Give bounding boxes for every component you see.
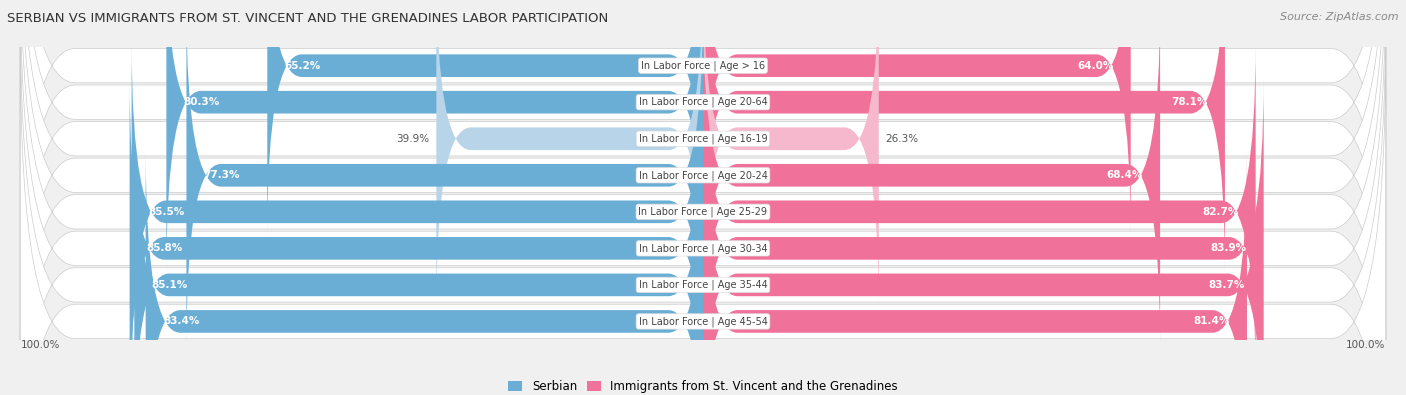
FancyBboxPatch shape xyxy=(703,77,1264,395)
Text: In Labor Force | Age 25-29: In Labor Force | Age 25-29 xyxy=(638,207,768,217)
FancyBboxPatch shape xyxy=(703,0,1130,237)
Text: SERBIAN VS IMMIGRANTS FROM ST. VINCENT AND THE GRENADINES LABOR PARTICIPATION: SERBIAN VS IMMIGRANTS FROM ST. VINCENT A… xyxy=(7,12,609,25)
Text: 68.4%: 68.4% xyxy=(1107,170,1143,180)
Text: 82.7%: 82.7% xyxy=(1202,207,1239,217)
FancyBboxPatch shape xyxy=(703,113,1263,395)
Text: 26.3%: 26.3% xyxy=(886,134,918,144)
FancyBboxPatch shape xyxy=(20,0,1386,395)
FancyBboxPatch shape xyxy=(20,0,1386,377)
FancyBboxPatch shape xyxy=(146,150,703,395)
Text: 77.3%: 77.3% xyxy=(204,170,240,180)
FancyBboxPatch shape xyxy=(436,0,703,310)
FancyBboxPatch shape xyxy=(20,46,1386,395)
Text: In Labor Force | Age 20-24: In Labor Force | Age 20-24 xyxy=(638,170,768,181)
Text: In Labor Force | Age 20-64: In Labor Force | Age 20-64 xyxy=(638,97,768,107)
FancyBboxPatch shape xyxy=(703,0,1225,274)
Text: In Labor Force | Age 45-54: In Labor Force | Age 45-54 xyxy=(638,316,768,327)
FancyBboxPatch shape xyxy=(20,10,1386,395)
Text: 78.1%: 78.1% xyxy=(1171,97,1208,107)
FancyBboxPatch shape xyxy=(703,4,1160,347)
FancyBboxPatch shape xyxy=(267,0,703,237)
Text: 80.3%: 80.3% xyxy=(184,97,219,107)
Text: In Labor Force | Age > 16: In Labor Force | Age > 16 xyxy=(641,60,765,71)
Text: 65.2%: 65.2% xyxy=(284,61,321,71)
Text: 100.0%: 100.0% xyxy=(1346,340,1385,350)
Text: 83.9%: 83.9% xyxy=(1211,243,1247,253)
Legend: Serbian, Immigrants from St. Vincent and the Grenadines: Serbian, Immigrants from St. Vincent and… xyxy=(503,376,903,395)
FancyBboxPatch shape xyxy=(703,0,879,310)
FancyBboxPatch shape xyxy=(20,0,1386,395)
FancyBboxPatch shape xyxy=(129,77,703,395)
FancyBboxPatch shape xyxy=(20,0,1386,341)
FancyBboxPatch shape xyxy=(187,4,703,347)
Text: 100.0%: 100.0% xyxy=(21,340,60,350)
FancyBboxPatch shape xyxy=(20,0,1386,395)
Text: 39.9%: 39.9% xyxy=(396,134,429,144)
Text: In Labor Force | Age 16-19: In Labor Force | Age 16-19 xyxy=(638,134,768,144)
Text: 83.7%: 83.7% xyxy=(1209,280,1246,290)
Text: 83.4%: 83.4% xyxy=(163,316,200,326)
Text: 81.4%: 81.4% xyxy=(1194,316,1230,326)
Text: 85.8%: 85.8% xyxy=(146,243,183,253)
FancyBboxPatch shape xyxy=(132,40,703,383)
FancyBboxPatch shape xyxy=(703,40,1256,383)
Text: 85.1%: 85.1% xyxy=(152,280,188,290)
FancyBboxPatch shape xyxy=(166,0,703,274)
Text: 85.5%: 85.5% xyxy=(149,207,186,217)
Text: 64.0%: 64.0% xyxy=(1077,61,1114,71)
FancyBboxPatch shape xyxy=(703,150,1247,395)
Text: In Labor Force | Age 35-44: In Labor Force | Age 35-44 xyxy=(638,280,768,290)
FancyBboxPatch shape xyxy=(20,0,1386,395)
FancyBboxPatch shape xyxy=(135,113,703,395)
Text: In Labor Force | Age 30-34: In Labor Force | Age 30-34 xyxy=(638,243,768,254)
Text: Source: ZipAtlas.com: Source: ZipAtlas.com xyxy=(1281,12,1399,22)
